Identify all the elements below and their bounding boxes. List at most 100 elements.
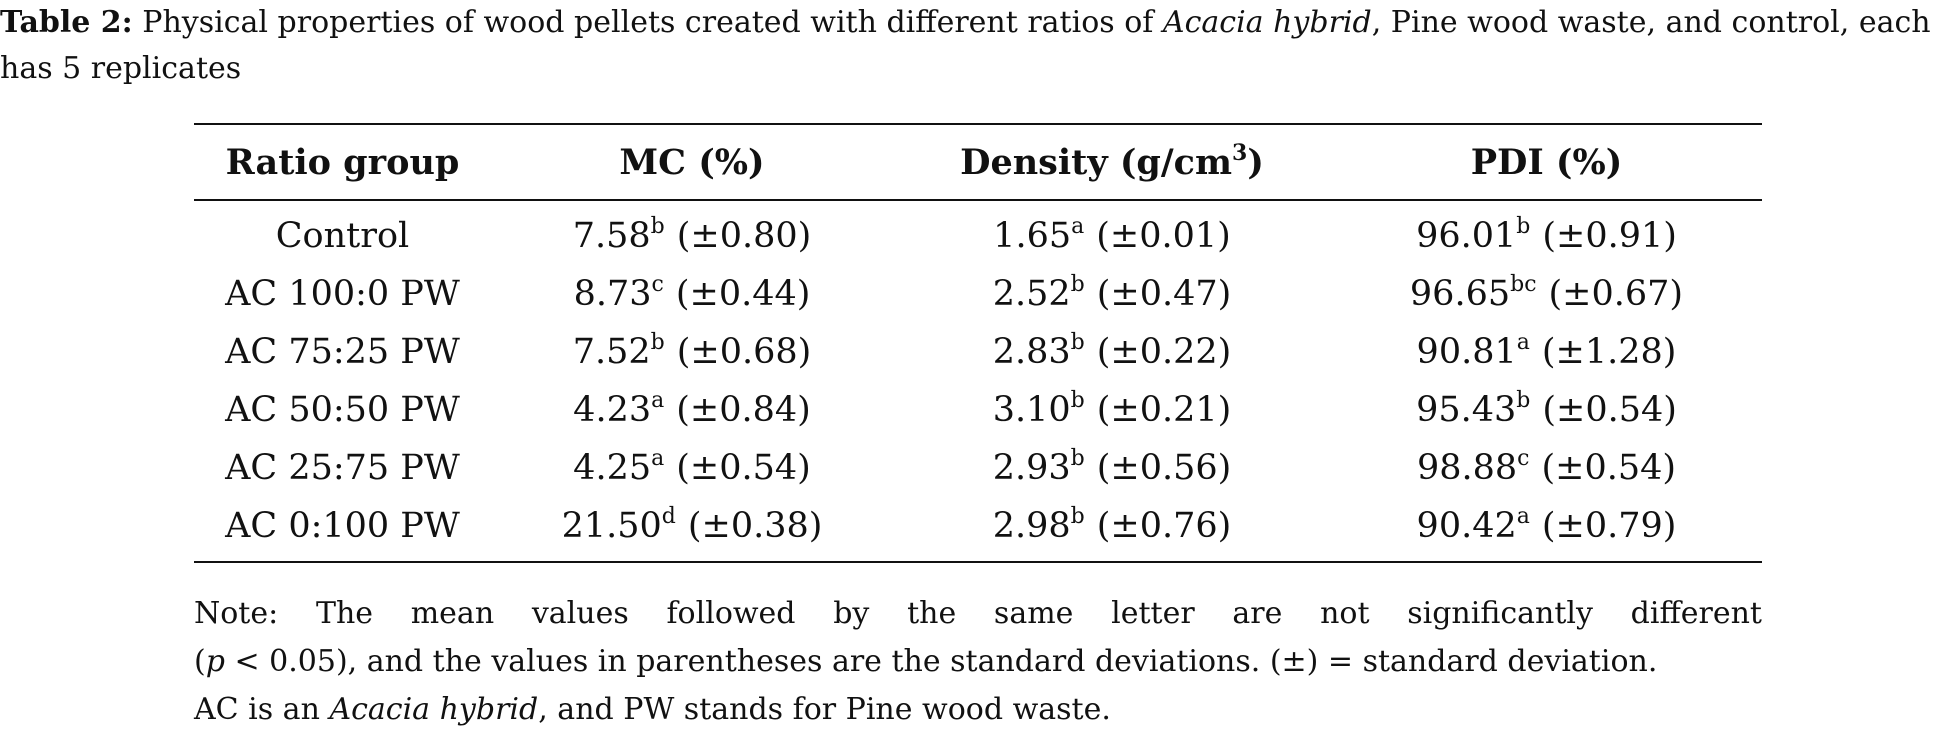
pdi-sd: (±0.54) <box>1541 448 1677 488</box>
mc-letter: d <box>661 504 676 529</box>
header-density-text: Density (g/cm <box>960 141 1233 183</box>
density-value: 1.65 <box>993 216 1072 256</box>
table-row: Control 7.58b (±0.80) 1.65a (±0.01) 96.01b… <box>194 200 1762 265</box>
note-ac-prefix: AC is an <box>194 692 330 727</box>
pdi-value: 95.43 <box>1416 390 1517 430</box>
pdi-letter: c <box>1517 446 1530 471</box>
pdi-letter: bc <box>1510 272 1537 297</box>
pdi-sd: (±1.28) <box>1541 332 1677 372</box>
pdi-sd: (±0.79) <box>1541 506 1677 546</box>
mc-sd: (±0.44) <box>675 274 811 314</box>
density-sd: (±0.21) <box>1096 390 1232 430</box>
cell-mc: 4.23a (±0.84) <box>491 381 893 439</box>
mc-letter: b <box>650 214 665 239</box>
mc-value: 21.50 <box>561 506 662 546</box>
cell-group: AC 50:50 PW <box>225 390 460 430</box>
pdi-sd: (±0.67) <box>1548 274 1684 314</box>
mc-sd: (±0.80) <box>676 216 812 256</box>
cell-density: 2.52b (±0.47) <box>893 265 1331 323</box>
cell-density: 3.10b (±0.21) <box>893 381 1331 439</box>
pdi-value: 90.81 <box>1416 332 1517 372</box>
density-letter: a <box>1071 214 1085 239</box>
cell-group: AC 0:100 PW <box>225 506 460 546</box>
density-value: 2.52 <box>992 274 1071 314</box>
table-row: AC 0:100 PW 21.50d (±0.38) 2.98b (±0.76) 9… <box>194 497 1762 562</box>
caption-label: Table 2: <box>0 5 133 40</box>
header-density: Density (g/cm3) <box>893 124 1331 200</box>
cell-group: Control <box>275 216 410 256</box>
cell-mc: 4.25a (±0.54) <box>491 439 893 497</box>
density-value: 2.98 <box>992 506 1071 546</box>
header-ratio-group: Ratio group <box>225 141 460 183</box>
mc-value: 7.58 <box>572 216 651 256</box>
mc-letter: b <box>650 330 665 355</box>
pdi-value: 96.01 <box>1416 216 1517 256</box>
table-header-row: Ratio group MC (%) Density (g/cm3) PDI (… <box>194 124 1762 200</box>
header-pdi: PDI (%) <box>1470 141 1623 183</box>
cell-group: AC 25:75 PW <box>225 448 460 488</box>
mc-sd: (±0.84) <box>676 390 811 430</box>
note-p-open: ( <box>194 644 206 679</box>
note-ac-species: Acacia hybrid <box>329 692 539 727</box>
cell-pdi: 98.88c (±0.54) <box>1331 439 1762 497</box>
cell-pdi: 96.01b (±0.91) <box>1331 200 1762 265</box>
caption-text: Physical properties of wood pellets crea… <box>142 5 1154 40</box>
density-letter: b <box>1070 504 1085 529</box>
density-letter: b <box>1070 272 1085 297</box>
mc-sd: (±0.38) <box>687 506 823 546</box>
table-row: AC 50:50 PW 4.23a (±0.84) 3.10b (±0.21) 95… <box>194 381 1762 439</box>
density-value: 2.83 <box>992 332 1071 372</box>
note-line-1: Note: The mean values followed by the sa… <box>194 596 1762 631</box>
cell-density: 1.65a (±0.01) <box>893 200 1331 265</box>
caption-italic-species: Acacia hybrid <box>1162 5 1372 40</box>
mc-value: 8.73 <box>573 274 652 314</box>
table-row: AC 75:25 PW 7.52b (±0.68) 2.83b (±0.22) 90… <box>194 323 1762 381</box>
pdi-letter: a <box>1516 330 1530 355</box>
density-letter: b <box>1070 388 1085 413</box>
density-value: 3.10 <box>992 390 1071 430</box>
cell-density: 2.93b (±0.56) <box>893 439 1331 497</box>
mc-sd: (±0.54) <box>676 448 811 488</box>
pdi-sd: (±0.91) <box>1542 216 1677 256</box>
cell-mc: 8.73c (±0.44) <box>491 265 893 323</box>
cell-group: AC 75:25 PW <box>225 332 460 372</box>
mc-sd: (±0.68) <box>676 332 812 372</box>
caption-text-end: , Pine wood waste, and control, each has… <box>0 5 1931 86</box>
pdi-letter: b <box>1516 214 1531 239</box>
density-value: 2.93 <box>992 448 1071 488</box>
density-sd: (±0.76) <box>1096 506 1232 546</box>
cell-density: 2.98b (±0.76) <box>893 497 1331 562</box>
cell-mc: 7.58b (±0.80) <box>491 200 893 265</box>
cell-pdi: 96.65bc (±0.67) <box>1331 265 1762 323</box>
properties-table: Ratio group MC (%) Density (g/cm3) PDI (… <box>194 123 1762 563</box>
density-sd: (±0.01) <box>1096 216 1231 256</box>
note-p-symbol: p <box>205 644 225 679</box>
density-sd: (±0.56) <box>1096 448 1232 488</box>
density-sd: (±0.47) <box>1096 274 1232 314</box>
pdi-value: 96.65 <box>1409 274 1511 314</box>
table-caption: Table 2: Physical properties of wood pel… <box>0 0 1953 92</box>
density-letter: b <box>1070 446 1085 471</box>
table-row: AC 100:0 PW 8.73c (±0.44) 2.52b (±0.47) 96… <box>194 265 1762 323</box>
mc-letter: a <box>651 446 665 471</box>
mc-value: 7.52 <box>572 332 651 372</box>
density-sd: (±0.22) <box>1096 332 1232 372</box>
mc-letter: c <box>651 272 664 297</box>
mc-letter: a <box>651 388 665 413</box>
mc-value: 4.23 <box>573 390 652 430</box>
pdi-value: 98.88 <box>1416 448 1518 488</box>
cell-pdi: 95.43b (±0.54) <box>1331 381 1762 439</box>
cell-pdi: 90.81a (±1.28) <box>1331 323 1762 381</box>
pdi-letter: a <box>1516 504 1530 529</box>
table-note: Note: The mean values followed by the sa… <box>194 590 1762 734</box>
header-density-sup: 3 <box>1232 139 1248 166</box>
cell-group: AC 100:0 PW <box>225 274 460 314</box>
pdi-letter: b <box>1516 388 1531 413</box>
header-density-close: ) <box>1247 141 1264 183</box>
cell-pdi: 90.42a (±0.79) <box>1331 497 1762 562</box>
table-body: Control 7.58b (±0.80) 1.65a (±0.01) 96.01b… <box>194 200 1762 562</box>
pdi-sd: (±0.54) <box>1542 390 1677 430</box>
cell-mc: 7.52b (±0.68) <box>491 323 893 381</box>
density-letter: b <box>1070 330 1085 355</box>
header-mc: MC (%) <box>619 141 765 183</box>
